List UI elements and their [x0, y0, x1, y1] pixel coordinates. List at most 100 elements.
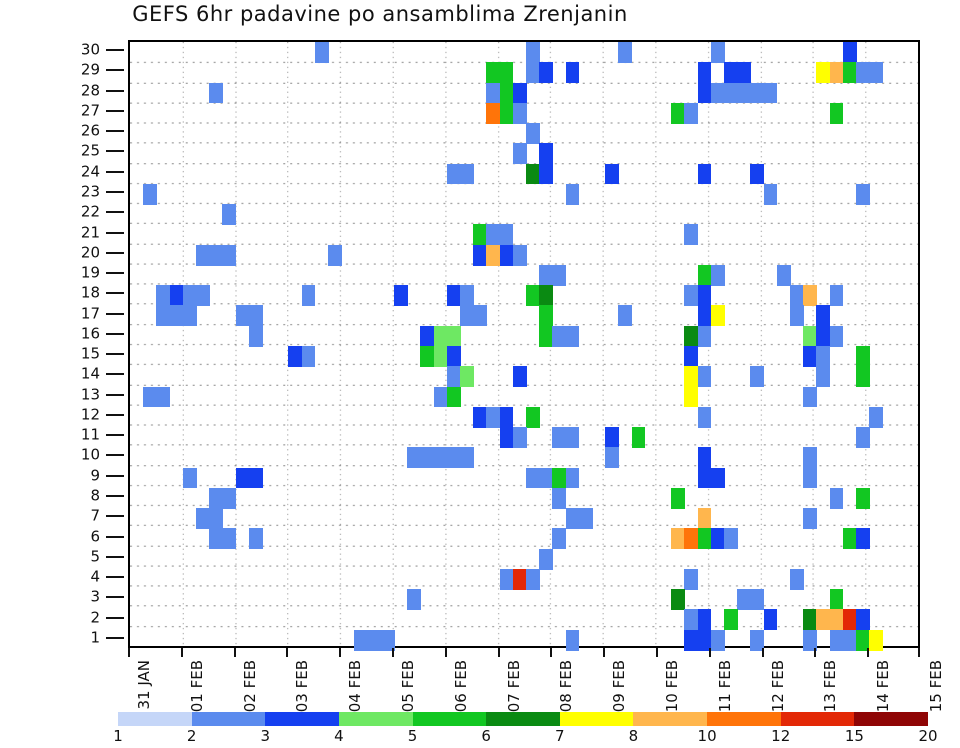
heatmap-cell: [697, 467, 712, 489]
heatmap-cell: [526, 406, 540, 428]
x-tick-label: 31 JAN: [135, 660, 153, 710]
heatmap-cell: [407, 447, 421, 469]
heatmap-cell: [697, 609, 712, 631]
x-tick-label: 08 FEB: [557, 660, 576, 713]
heatmap-cell: [856, 528, 870, 550]
y-tick-label: 12: [80, 405, 100, 424]
y-tick-label: 18: [80, 283, 100, 302]
x-tick-mark: [550, 648, 553, 657]
y-tick-label: 14: [80, 364, 100, 383]
heatmap-cell: [737, 589, 751, 611]
heatmap-cell: [856, 366, 870, 388]
heatmap-cell: [565, 183, 580, 205]
heatmap-cell: [473, 224, 487, 246]
heatmap-cell: [460, 366, 474, 388]
heatmap-cell: [565, 467, 580, 489]
heatmap-cell: [710, 305, 725, 327]
y-tick-mark: [106, 292, 124, 295]
heatmap-cell: [499, 224, 514, 246]
y-tick-mark: [106, 150, 124, 153]
y-tick-label: 28: [80, 81, 100, 100]
y-tick-mark: [106, 535, 124, 538]
colorbar-legend: 1 2 3 4 5 6 7 8 10 12 15 20: [113, 712, 938, 745]
heatmap-cell: [869, 629, 883, 651]
colorbar-segment: [265, 712, 339, 726]
y-tick-label: 27: [80, 101, 100, 120]
heatmap-cell: [790, 568, 804, 590]
heatmap-cell: [605, 447, 619, 469]
y-tick-label: 13: [80, 385, 100, 404]
x-tick-label: 13 FEB: [821, 660, 840, 713]
heatmap-cell: [816, 609, 831, 631]
colorbar-tick-label: 15: [844, 727, 864, 745]
heatmap-cell: [790, 305, 804, 327]
y-tick-label: 26: [80, 121, 100, 140]
heatmap-cell: [750, 366, 765, 388]
heatmap-cell: [526, 123, 540, 144]
x-tick-mark: [867, 648, 870, 657]
y-tick-label: 5: [90, 547, 100, 566]
y-tick-label: 20: [80, 243, 100, 262]
heatmap-cell: [512, 366, 527, 388]
heatmap-cell: [156, 305, 171, 327]
heatmap-cell: [235, 305, 250, 327]
x-tick-label: 10 FEB: [663, 660, 681, 713]
heatmap-cell: [697, 163, 712, 185]
heatmap-cell: [856, 629, 870, 651]
heatmap-cell: [222, 487, 237, 509]
heatmap-cell: [539, 305, 553, 327]
x-tick-label: 11 FEB: [715, 660, 734, 713]
heatmap-cell: [539, 548, 553, 570]
heatmap-cell: [552, 467, 567, 489]
heatmap-cell: [697, 325, 712, 347]
y-tick-mark: [106, 393, 124, 396]
heatmap-cell: [460, 163, 474, 185]
heatmap-cell: [697, 264, 712, 286]
colorbar-segment: [191, 712, 266, 726]
y-tick-label: 6: [90, 527, 100, 546]
heatmap-cell: [446, 366, 461, 388]
heatmap-cell: [446, 386, 461, 408]
heatmap-cell: [473, 244, 487, 266]
heatmap-cell: [856, 487, 870, 509]
x-tick-mark: [339, 648, 342, 657]
y-tick-mark: [106, 636, 124, 639]
heatmap-cell: [499, 244, 514, 266]
heatmap-cell: [856, 183, 870, 205]
heatmap-cell: [829, 487, 844, 509]
heatmap-cell: [209, 244, 223, 266]
heatmap-cell: [182, 467, 197, 489]
heatmap-cell: [526, 163, 540, 185]
heatmap-cell: [829, 629, 844, 651]
colorbar-tick-label: 8: [628, 727, 639, 745]
heatmap-cell: [539, 285, 553, 307]
heatmap-cell: [526, 285, 540, 307]
x-tick-label: 06 FEB: [451, 660, 470, 713]
colorbar-segment: [780, 712, 855, 726]
heatmap-cell: [671, 589, 685, 611]
heatmap-cell: [460, 305, 474, 327]
heatmap-cell: [499, 427, 514, 448]
x-tick-mark: [814, 648, 817, 657]
heatmap-cell: [842, 528, 857, 550]
heatmap-cell: [803, 629, 817, 651]
heatmap-cell: [512, 427, 527, 448]
heatmap-cell: [671, 528, 685, 550]
y-tick-label: 16: [80, 324, 100, 343]
heatmap-cell: [394, 285, 408, 307]
heatmap-cell: [420, 346, 435, 367]
heatmap-cell: [790, 285, 804, 307]
heatmap-cell: [803, 285, 817, 307]
heatmap-cell: [697, 62, 712, 84]
heatmap-cell: [842, 62, 857, 84]
heatmap-cell: [684, 609, 699, 631]
x-tick-label: 03 FEB: [293, 660, 312, 713]
heatmap-cell: [750, 82, 765, 104]
heatmap-cell: [446, 325, 461, 347]
heatmap-cell: [248, 325, 263, 347]
heatmap-cell: [433, 346, 448, 367]
colorbar-segment: [707, 712, 781, 726]
heatmap-cell: [829, 285, 844, 307]
heatmap-cell: [856, 427, 870, 448]
y-tick-mark: [106, 89, 124, 92]
